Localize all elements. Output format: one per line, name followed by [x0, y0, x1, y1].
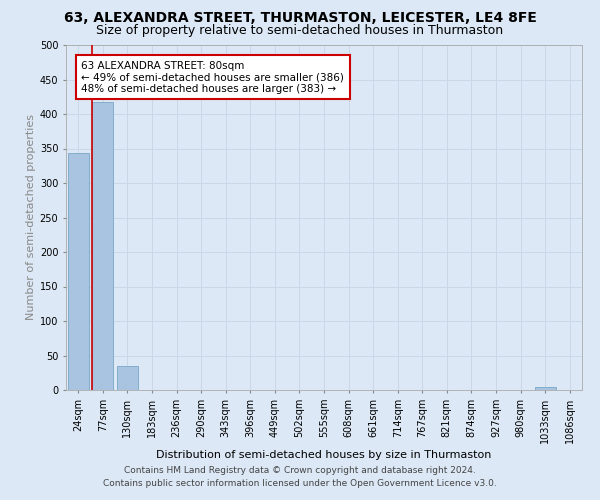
Bar	[535, 386, 556, 390]
Bar	[92, 102, 113, 390]
Text: Contains HM Land Registry data © Crown copyright and database right 2024.
Contai: Contains HM Land Registry data © Crown c…	[103, 466, 497, 487]
Text: 63 ALEXANDRA STREET: 80sqm
← 49% of semi-detached houses are smaller (386)
48% o: 63 ALEXANDRA STREET: 80sqm ← 49% of semi…	[82, 60, 344, 94]
Y-axis label: Number of semi-detached properties: Number of semi-detached properties	[26, 114, 35, 320]
Text: 63, ALEXANDRA STREET, THURMASTON, LEICESTER, LE4 8FE: 63, ALEXANDRA STREET, THURMASTON, LEICES…	[64, 12, 536, 26]
Text: Size of property relative to semi-detached houses in Thurmaston: Size of property relative to semi-detach…	[97, 24, 503, 37]
Bar	[68, 152, 89, 390]
X-axis label: Distribution of semi-detached houses by size in Thurmaston: Distribution of semi-detached houses by …	[157, 450, 491, 460]
Bar	[117, 366, 138, 390]
